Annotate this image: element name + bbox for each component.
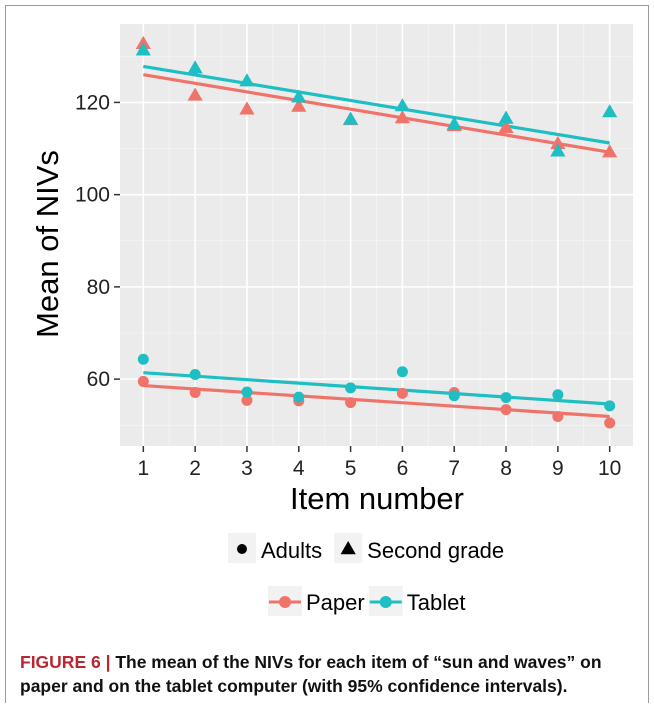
legend-label: Adults [261, 538, 322, 563]
point-circle [500, 404, 512, 416]
trend-line-tablet [143, 371, 610, 406]
legend: Adults Second grade Paper Tablet [228, 533, 504, 616]
data-points [135, 35, 618, 429]
x-tick-label: 1 [137, 457, 149, 480]
y-tick-label: 60 [87, 368, 110, 391]
point-circle [396, 387, 408, 399]
y-tick-label: 80 [87, 276, 110, 299]
point-circle [500, 392, 512, 404]
legend-label: Paper [306, 590, 365, 615]
point-triangle [602, 104, 618, 118]
point-circle [448, 390, 460, 402]
point-circle [345, 397, 357, 409]
point-circle [552, 410, 564, 422]
legend-triangle-key [340, 541, 356, 555]
point-circle [604, 417, 616, 429]
trend-lines [143, 64, 610, 419]
trend-line-paper [143, 73, 610, 154]
point-circle [345, 382, 357, 394]
legend-label: Second grade [367, 538, 504, 563]
point-triangle [291, 98, 307, 112]
point-triangle [394, 98, 411, 112]
point-triangle [291, 89, 307, 103]
point-triangle [187, 87, 203, 101]
legend-circle-key [237, 544, 247, 554]
legend-label: Tablet [407, 590, 466, 615]
caption-label: FIGURE 6 | [20, 652, 116, 672]
x-tick-label: 7 [448, 457, 460, 480]
grid-lines [120, 24, 633, 446]
point-triangle [239, 73, 255, 87]
x-tick-label: 5 [345, 457, 357, 480]
legend-color-point [379, 596, 392, 608]
point-triangle [135, 42, 151, 56]
figure-frame [5, 5, 649, 703]
x-tick-label: 3 [241, 457, 253, 480]
point-triangle [498, 119, 514, 133]
point-circle [189, 369, 201, 381]
legend-color-point [279, 596, 291, 608]
y-tick-label: 120 [75, 91, 110, 114]
point-circle [293, 391, 305, 403]
x-tick-label: 8 [500, 457, 512, 480]
point-circle [189, 387, 201, 399]
point-circle [396, 366, 408, 378]
x-tick-label: 9 [552, 457, 564, 480]
point-triangle [446, 116, 462, 130]
point-triangle [342, 111, 359, 125]
point-circle [552, 389, 564, 401]
x-tick-label: 6 [397, 457, 409, 480]
figure-caption: FIGURE 6 | The mean of the NIVs for each… [20, 650, 640, 698]
point-triangle [550, 135, 566, 150]
point-triangle [187, 60, 203, 74]
point-triangle [602, 144, 618, 158]
point-triangle [550, 143, 566, 157]
trend-line-tablet [143, 64, 610, 145]
point-circle [241, 386, 253, 398]
trend-line-paper [143, 383, 610, 419]
axes: 1 2 3 4 5 6 7 8 9 10 60 80 100 120 [75, 91, 621, 480]
point-circle [137, 353, 149, 365]
x-axis-label: Item number [290, 481, 464, 516]
x-tick-label: 2 [189, 457, 201, 480]
point-circle [604, 400, 616, 412]
x-tick-label: 4 [293, 457, 305, 480]
point-triangle [498, 110, 514, 124]
chart: 1 2 3 4 5 6 7 8 9 10 60 80 100 120 Mean of NIVs Item … [30, 24, 633, 616]
point-circle [137, 375, 149, 387]
point-triangle [394, 110, 411, 124]
y-axis-label: Mean of NIVs [30, 150, 65, 338]
point-triangle [239, 101, 255, 115]
point-circle [241, 394, 253, 406]
caption-text: The mean of the NIVs for each item of “s… [20, 652, 602, 696]
x-tick-label: 10 [598, 457, 621, 480]
y-tick-label: 100 [75, 184, 110, 207]
